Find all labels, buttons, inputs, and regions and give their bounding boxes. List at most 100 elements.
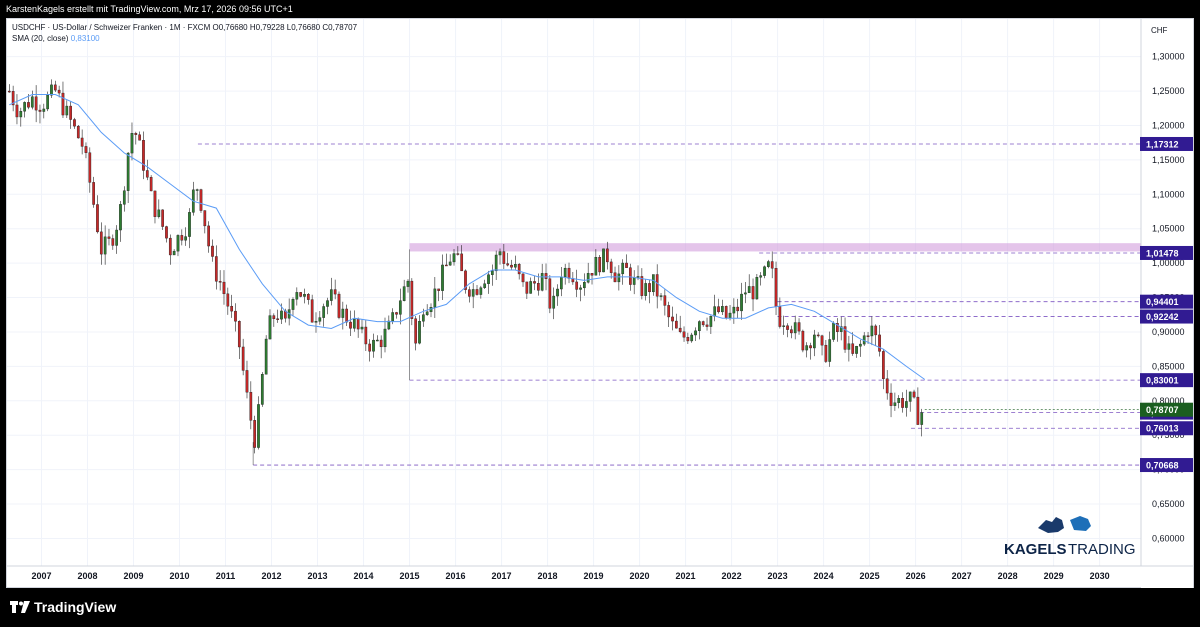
candle-body [333,289,337,295]
candle-body [211,245,214,257]
candle-body [364,326,368,345]
candle-body [57,89,61,94]
chart-legend[interactable]: USDCHF · US-Dollar / Schweizer Franken ·… [12,22,357,44]
candle-body [878,334,881,352]
candle-body [99,231,103,255]
candle-body [579,287,582,290]
y-tick-label: 1,25000 [1152,86,1185,96]
candle-body [816,334,820,337]
candle-body [552,295,556,309]
candle-body [598,257,602,273]
candle-body [713,306,717,317]
chart-credit: KarstenKagels erstellt mit TradingView.c… [0,0,1200,18]
candle-body [149,177,153,192]
chart-frame [6,18,1194,588]
candle-body [80,137,84,147]
sma-line [9,94,926,380]
level-label-bg [1140,309,1193,324]
candle-body [107,236,111,239]
candle-body [222,281,226,295]
candle-body [567,267,571,279]
symbol-ohlc: USDCHF · US-Dollar / Schweizer Franken ·… [12,23,358,32]
resistance-zone-rect [409,243,1141,252]
candle-body [506,263,510,266]
x-tick-label: 2029 [1044,571,1064,581]
candle-body [625,262,628,268]
candle-body [678,327,682,332]
candle-body [671,316,674,322]
candle-body [583,282,586,289]
candle-body [483,283,487,288]
candle-body [467,289,471,297]
candle-body [828,339,832,362]
candle-body [452,253,456,263]
candle-body [717,306,720,313]
candle-body [341,308,345,318]
y-tick-label: 1,10000 [1152,189,1185,199]
current-price-bg [1140,402,1193,417]
candle-body [368,343,372,352]
candle-body [609,261,613,273]
candle-body [391,312,395,322]
candle-body [521,273,525,283]
candle-body [682,331,686,338]
candle-body [774,268,778,307]
candle-body [855,346,858,354]
candle-body [295,292,299,300]
level-labels: 1,173121,014780,944010,922420,830010,782… [924,136,1193,473]
candle-body [475,289,479,295]
level-label-bg [1140,294,1193,309]
candle-body [30,96,34,108]
level-label: 1,17312 [1146,139,1179,149]
level-label: 0,83001 [1146,376,1179,386]
candle-body [207,225,211,247]
candle-body [176,235,180,252]
candle-body [644,283,648,296]
candle-body [843,326,847,350]
candle-body [38,109,42,112]
candle-body [138,134,141,141]
x-tick-label: 2023 [768,571,788,581]
footer-bar [0,588,1200,627]
candle-body [276,318,280,320]
x-tick-label: 2008 [77,571,97,581]
candle-body [379,339,383,348]
candle-body [314,321,318,323]
candle-body [893,402,897,406]
candle-body [732,306,736,314]
level-label-bg [1140,373,1193,388]
level-label: 0,76013 [1146,424,1179,434]
candle-body [360,326,364,330]
candle-body [490,270,494,275]
candle-body [15,104,19,118]
candle-body [157,209,161,217]
candle-body [759,275,763,278]
candle-body [73,119,76,127]
candle-body [747,286,751,294]
candle-body [299,292,303,297]
brand-bold: KAGELS [1004,541,1067,558]
x-tick-label: 2015 [400,571,420,581]
candle-body [310,299,314,323]
candle-body [345,308,349,323]
candle-body [337,293,341,318]
candle-body [797,322,801,332]
level-label-bg [1140,245,1193,260]
tradingview-logo[interactable]: TradingView [10,598,116,616]
candle-body [92,182,95,205]
y-tick-label: 0,65000 [1152,499,1185,509]
candle-body [76,125,80,139]
candle-body [556,288,559,297]
time-axis[interactable]: 2007 2008 2009 2010 2011 2012 2013 2014 2015 2016… [7,565,1193,581]
candle-body [832,323,835,340]
candle-body [652,274,655,293]
candle-body [559,276,563,290]
level-label: 0,70668 [1146,461,1179,471]
candle-body [161,209,164,227]
x-tick-label: 2013 [308,571,328,581]
candle-body [533,281,536,284]
candle-body [111,238,115,246]
level-label: 0,94401 [1146,297,1179,307]
candle-body [629,267,632,285]
